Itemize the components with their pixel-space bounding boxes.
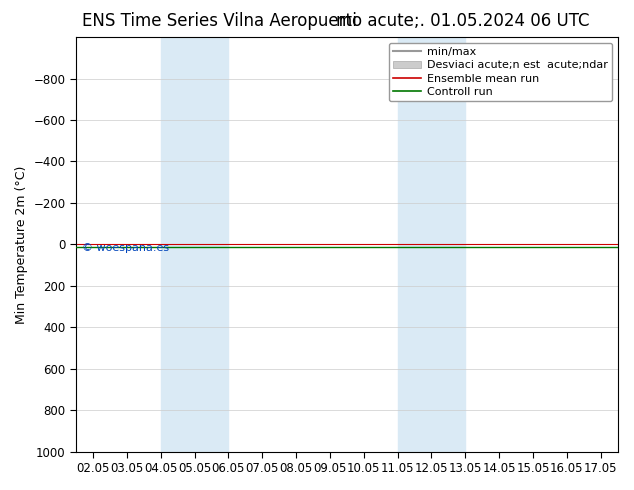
Bar (398, 37, 465, 452)
Text: mi  acute;. 01.05.2024 06 UTC: mi acute;. 01.05.2024 06 UTC (336, 12, 590, 30)
Legend: min/max, Desviaci acute;n est  acute;ndar, Ensemble mean run, Controll run: min/max, Desviaci acute;n est acute;ndar… (389, 43, 612, 101)
Bar (160, 37, 228, 452)
Text: © woespana.es: © woespana.es (82, 243, 169, 253)
Text: ENS Time Series Vilna Aeropuerto: ENS Time Series Vilna Aeropuerto (82, 12, 362, 30)
Y-axis label: Min Temperature 2m (°C): Min Temperature 2m (°C) (15, 165, 28, 323)
